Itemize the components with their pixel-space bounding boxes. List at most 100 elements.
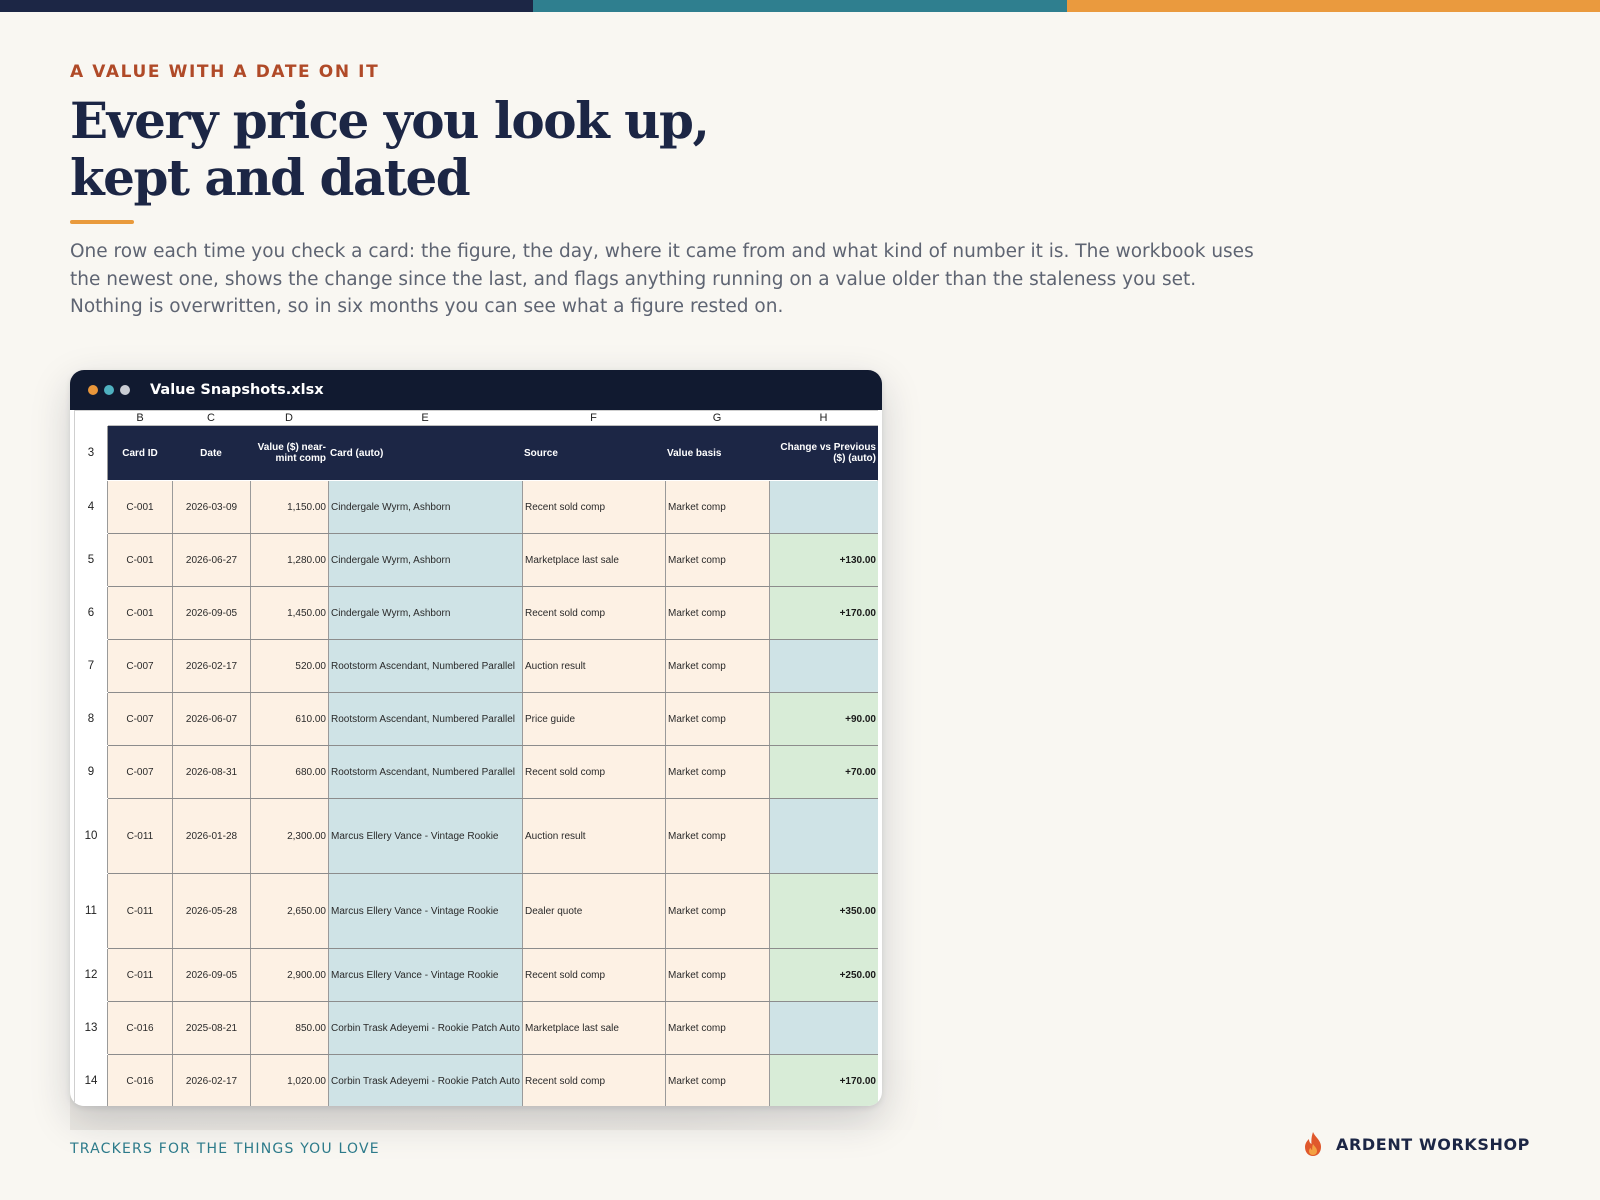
cell-value-basis[interactable]: Market comp bbox=[665, 693, 769, 745]
spreadsheet-grid[interactable]: B C D E F G H 3 Card ID Date Value ($) n… bbox=[74, 410, 878, 1106]
row-number[interactable]: 4 bbox=[75, 481, 108, 533]
cell-card-name[interactable]: Rootstorm Ascendant, Numbered Parallel bbox=[328, 746, 522, 798]
cell-value[interactable]: 2,900.00 bbox=[250, 949, 328, 1001]
column-letter-b[interactable]: B bbox=[108, 411, 172, 426]
cell-card-name[interactable]: Cindergale Wyrm, Ashborn bbox=[328, 534, 522, 586]
cell-value-basis[interactable]: Market comp bbox=[665, 1002, 769, 1054]
cell-card-name[interactable]: Cindergale Wyrm, Ashborn bbox=[328, 481, 522, 533]
cell-card-name[interactable]: Marcus Ellery Vance - Vintage Rookie bbox=[328, 949, 522, 1001]
cell-card-id[interactable]: C-011 bbox=[108, 949, 172, 1001]
cell-card-id[interactable]: C-011 bbox=[108, 799, 172, 873]
cell-source[interactable]: Auction result bbox=[522, 799, 665, 873]
cell-value-basis[interactable]: Market comp bbox=[665, 481, 769, 533]
cell-source[interactable]: Marketplace last sale bbox=[522, 1002, 665, 1054]
cell-card-name[interactable]: Corbin Trask Adeyemi - Rookie Patch Auto bbox=[328, 1055, 522, 1106]
column-letter-f[interactable]: F bbox=[522, 411, 665, 426]
cell-source[interactable]: Recent sold comp bbox=[522, 746, 665, 798]
window-dot-teal[interactable] bbox=[104, 385, 114, 395]
cell-card-id[interactable]: C-001 bbox=[108, 534, 172, 586]
cell-value[interactable]: 520.00 bbox=[250, 640, 328, 692]
column-letter-c[interactable]: C bbox=[172, 411, 250, 426]
cell-date[interactable]: 2025-08-21 bbox=[172, 1002, 250, 1054]
cell-value[interactable]: 1,020.00 bbox=[250, 1055, 328, 1106]
cell-value[interactable]: 1,280.00 bbox=[250, 534, 328, 586]
cell-value-basis[interactable]: Market comp bbox=[665, 874, 769, 948]
cell-date[interactable]: 2026-06-27 bbox=[172, 534, 250, 586]
cell-source[interactable]: Recent sold comp bbox=[522, 481, 665, 533]
cell-card-id[interactable]: C-007 bbox=[108, 693, 172, 745]
row-number[interactable]: 7 bbox=[75, 640, 108, 692]
cell-change[interactable] bbox=[769, 1002, 878, 1054]
cell-date[interactable]: 2026-05-28 bbox=[172, 874, 250, 948]
cell-value[interactable]: 1,150.00 bbox=[250, 481, 328, 533]
row-number[interactable]: 9 bbox=[75, 746, 108, 798]
header-card[interactable]: Card (auto) bbox=[328, 426, 522, 480]
column-letter-d[interactable]: D bbox=[250, 411, 328, 426]
cell-card-name[interactable]: Rootstorm Ascendant, Numbered Parallel bbox=[328, 640, 522, 692]
cell-change[interactable]: +170.00 bbox=[769, 587, 878, 639]
cell-date[interactable]: 2026-03-09 bbox=[172, 481, 250, 533]
row-number-3[interactable]: 3 bbox=[75, 426, 108, 480]
row-number[interactable]: 5 bbox=[75, 534, 108, 586]
header-source[interactable]: Source bbox=[522, 426, 665, 480]
cell-value-basis[interactable]: Market comp bbox=[665, 746, 769, 798]
row-number[interactable]: 6 bbox=[75, 587, 108, 639]
brand-lockup[interactable]: ARDENT WORKSHOP bbox=[1302, 1131, 1530, 1157]
cell-source[interactable]: Marketplace last sale bbox=[522, 534, 665, 586]
cell-source[interactable]: Recent sold comp bbox=[522, 587, 665, 639]
cell-date[interactable]: 2026-06-07 bbox=[172, 693, 250, 745]
window-dot-orange[interactable] bbox=[88, 385, 98, 395]
cell-value[interactable]: 1,450.00 bbox=[250, 587, 328, 639]
row-number[interactable]: 10 bbox=[75, 799, 108, 873]
cell-card-name[interactable]: Marcus Ellery Vance - Vintage Rookie bbox=[328, 799, 522, 873]
window-dot-grey[interactable] bbox=[120, 385, 130, 395]
header-date[interactable]: Date bbox=[172, 426, 250, 480]
header-value-basis[interactable]: Value basis bbox=[665, 426, 769, 480]
column-letter-h[interactable]: H bbox=[769, 411, 878, 426]
cell-value-basis[interactable]: Market comp bbox=[665, 1055, 769, 1106]
cell-date[interactable]: 2026-02-17 bbox=[172, 640, 250, 692]
cell-change[interactable]: +350.00 bbox=[769, 874, 878, 948]
cell-change[interactable]: +250.00 bbox=[769, 949, 878, 1001]
cell-value-basis[interactable]: Market comp bbox=[665, 640, 769, 692]
cell-card-id[interactable]: C-001 bbox=[108, 587, 172, 639]
row-number[interactable]: 8 bbox=[75, 693, 108, 745]
cell-value-basis[interactable]: Market comp bbox=[665, 587, 769, 639]
cell-card-id[interactable]: C-007 bbox=[108, 640, 172, 692]
header-change[interactable]: Change vs Previous ($) (auto) bbox=[769, 426, 878, 480]
cell-date[interactable]: 2026-08-31 bbox=[172, 746, 250, 798]
cell-card-name[interactable]: Marcus Ellery Vance - Vintage Rookie bbox=[328, 874, 522, 948]
cell-value-basis[interactable]: Market comp bbox=[665, 799, 769, 873]
cell-change[interactable]: +90.00 bbox=[769, 693, 878, 745]
cell-change[interactable] bbox=[769, 799, 878, 873]
cell-date[interactable]: 2026-01-28 bbox=[172, 799, 250, 873]
cell-card-name[interactable]: Corbin Trask Adeyemi - Rookie Patch Auto bbox=[328, 1002, 522, 1054]
cell-date[interactable]: 2026-09-05 bbox=[172, 587, 250, 639]
cell-value-basis[interactable]: Market comp bbox=[665, 534, 769, 586]
cell-value[interactable]: 680.00 bbox=[250, 746, 328, 798]
cell-value[interactable]: 610.00 bbox=[250, 693, 328, 745]
cell-change[interactable] bbox=[769, 640, 878, 692]
cell-card-id[interactable]: C-016 bbox=[108, 1055, 172, 1106]
cell-card-name[interactable]: Rootstorm Ascendant, Numbered Parallel bbox=[328, 693, 522, 745]
cell-date[interactable]: 2026-09-05 bbox=[172, 949, 250, 1001]
cell-source[interactable]: Recent sold comp bbox=[522, 949, 665, 1001]
column-letter-e[interactable]: E bbox=[328, 411, 522, 426]
cell-value-basis[interactable]: Market comp bbox=[665, 949, 769, 1001]
cell-value[interactable]: 2,650.00 bbox=[250, 874, 328, 948]
row-number[interactable]: 12 bbox=[75, 949, 108, 1001]
cell-card-id[interactable]: C-001 bbox=[108, 481, 172, 533]
cell-value[interactable]: 2,300.00 bbox=[250, 799, 328, 873]
header-value[interactable]: Value ($) near-mint comp bbox=[250, 426, 328, 480]
row-number[interactable]: 11 bbox=[75, 874, 108, 948]
cell-card-id[interactable]: C-007 bbox=[108, 746, 172, 798]
cell-change[interactable]: +70.00 bbox=[769, 746, 878, 798]
row-number[interactable]: 14 bbox=[75, 1055, 108, 1106]
cell-source[interactable]: Recent sold comp bbox=[522, 1055, 665, 1106]
row-number[interactable]: 13 bbox=[75, 1002, 108, 1054]
cell-date[interactable]: 2026-02-17 bbox=[172, 1055, 250, 1106]
cell-source[interactable]: Auction result bbox=[522, 640, 665, 692]
header-card-id[interactable]: Card ID bbox=[108, 426, 172, 480]
column-letter-g[interactable]: G bbox=[665, 411, 769, 426]
cell-source[interactable]: Price guide bbox=[522, 693, 665, 745]
